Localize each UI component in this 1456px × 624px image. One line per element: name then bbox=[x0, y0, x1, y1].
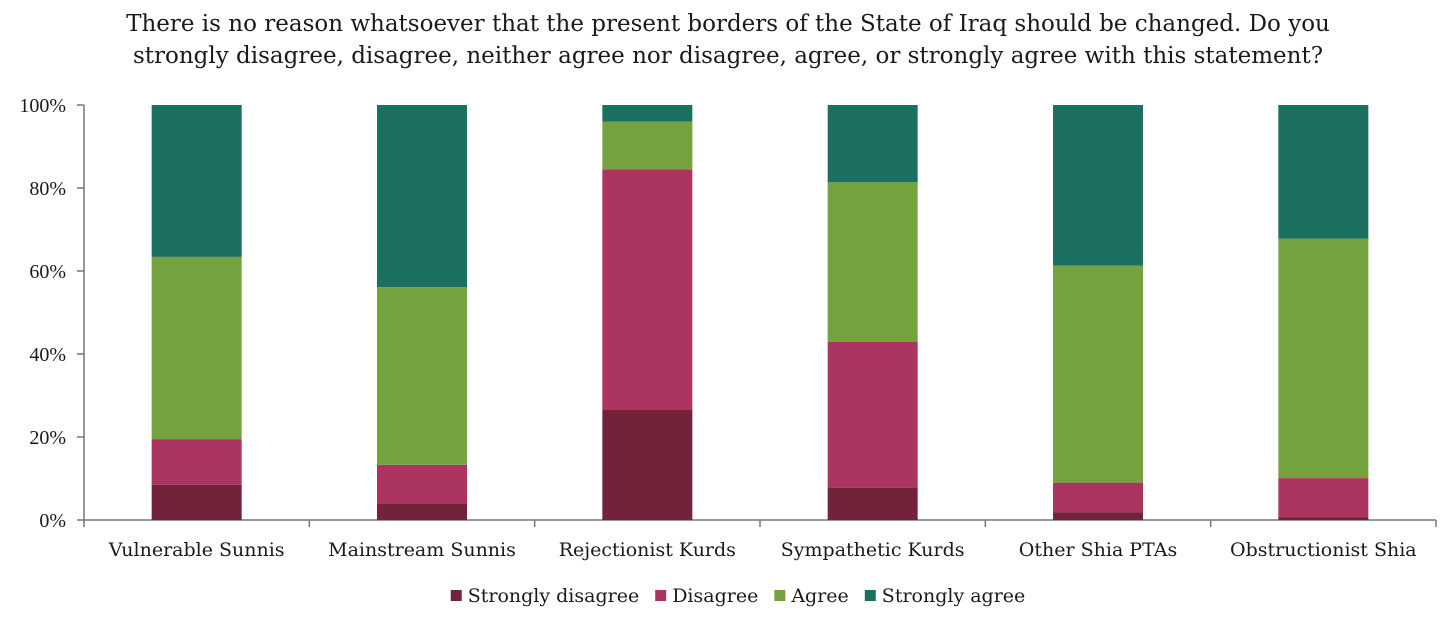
y-tick-label: 40% bbox=[29, 344, 66, 366]
legend-label-strongly-disagree: Strongly disagree bbox=[468, 585, 639, 607]
legend-swatch-disagree bbox=[655, 590, 667, 601]
bar-segment-disagree-vulnerable-sunnis bbox=[151, 439, 242, 485]
bar-segment-disagree-sympathetic-kurds bbox=[827, 341, 918, 488]
y-tick-label: 80% bbox=[29, 178, 66, 200]
bar-segment-strongly-disagree-vulnerable-sunnis bbox=[151, 484, 242, 520]
bar-segment-disagree-other-shia-ptas bbox=[1053, 482, 1143, 513]
legend-swatch-strongly-disagree bbox=[450, 590, 462, 601]
bar-segment-strongly-agree-sympathetic-kurds bbox=[827, 105, 918, 183]
y-tick-label: 0% bbox=[39, 510, 66, 532]
y-tick-label: 20% bbox=[29, 427, 66, 449]
x-axis: Vulnerable Sunnis Mainstream Sunnis Reject… bbox=[83, 519, 1437, 561]
y-tick-label: 100% bbox=[19, 95, 66, 117]
bar-segment-strongly-agree-other-shia-ptas bbox=[1053, 105, 1143, 266]
bar-segment-disagree-rejectionist-kurds bbox=[602, 169, 693, 411]
bar-segment-agree-other-shia-ptas bbox=[1053, 265, 1143, 483]
bar-segment-agree-mainstream-sunnis bbox=[377, 287, 467, 465]
legend-swatch-strongly-agree bbox=[864, 590, 876, 601]
bar-segment-strongly-disagree-other-shia-ptas bbox=[1053, 512, 1143, 520]
category-label-mainstream-sunnis: Mainstream Sunnis bbox=[328, 539, 516, 561]
bar-segment-agree-rejectionist-kurds bbox=[602, 121, 693, 170]
category-label-obstructionist-shia: Obstructionist Shia bbox=[1230, 539, 1417, 561]
bar-segment-disagree-obstructionist-shia bbox=[1278, 478, 1369, 518]
bar-segment-strongly-disagree-mainstream-sunnis bbox=[377, 503, 467, 520]
bar-segment-agree-obstructionist-shia bbox=[1278, 238, 1369, 479]
category-label-sympathetic-kurds: Sympathetic Kurds bbox=[781, 539, 965, 561]
y-tick-label: 60% bbox=[29, 261, 66, 283]
bar-segment-agree-sympathetic-kurds bbox=[827, 182, 918, 342]
bar-segment-strongly-agree-rejectionist-kurds bbox=[602, 105, 693, 122]
legend: Strongly disagree Disagree Agree Strongly a… bbox=[450, 585, 1025, 607]
bar-segment-strongly-agree-vulnerable-sunnis bbox=[151, 105, 242, 257]
bar-segment-strongly-agree-obstructionist-shia bbox=[1278, 105, 1369, 239]
chart-title: There is no reason whatsoever that the p… bbox=[0, 8, 1456, 72]
bar-segment-strongly-disagree-rejectionist-kurds bbox=[602, 410, 693, 520]
chart-title-line-1: There is no reason whatsoever that the p… bbox=[126, 11, 1330, 37]
category-label-rejectionist-kurds: Rejectionist Kurds bbox=[559, 539, 736, 561]
legend-swatch-agree bbox=[774, 590, 786, 601]
bar-segment-strongly-agree-mainstream-sunnis bbox=[377, 105, 467, 288]
category-label-other-shia-ptas: Other Shia PTAs bbox=[1019, 539, 1177, 561]
y-axis: 0% 20% 40% 60% 80% 100% bbox=[19, 95, 85, 532]
bars bbox=[151, 105, 1369, 520]
legend-label-strongly-agree: Strongly agree bbox=[882, 585, 1025, 607]
bar-segment-agree-vulnerable-sunnis bbox=[151, 256, 242, 440]
chart-title-line-2: strongly disagree, disagree, neither agr… bbox=[132, 43, 1324, 69]
bar-segment-strongly-disagree-obstructionist-shia bbox=[1278, 517, 1369, 520]
category-label-vulnerable-sunnis: Vulnerable Sunnis bbox=[108, 539, 285, 561]
bar-segment-strongly-disagree-sympathetic-kurds bbox=[827, 487, 918, 520]
legend-label-agree: Agree bbox=[790, 585, 848, 607]
legend-label-disagree: Disagree bbox=[672, 585, 758, 607]
bar-segment-disagree-mainstream-sunnis bbox=[377, 464, 467, 504]
